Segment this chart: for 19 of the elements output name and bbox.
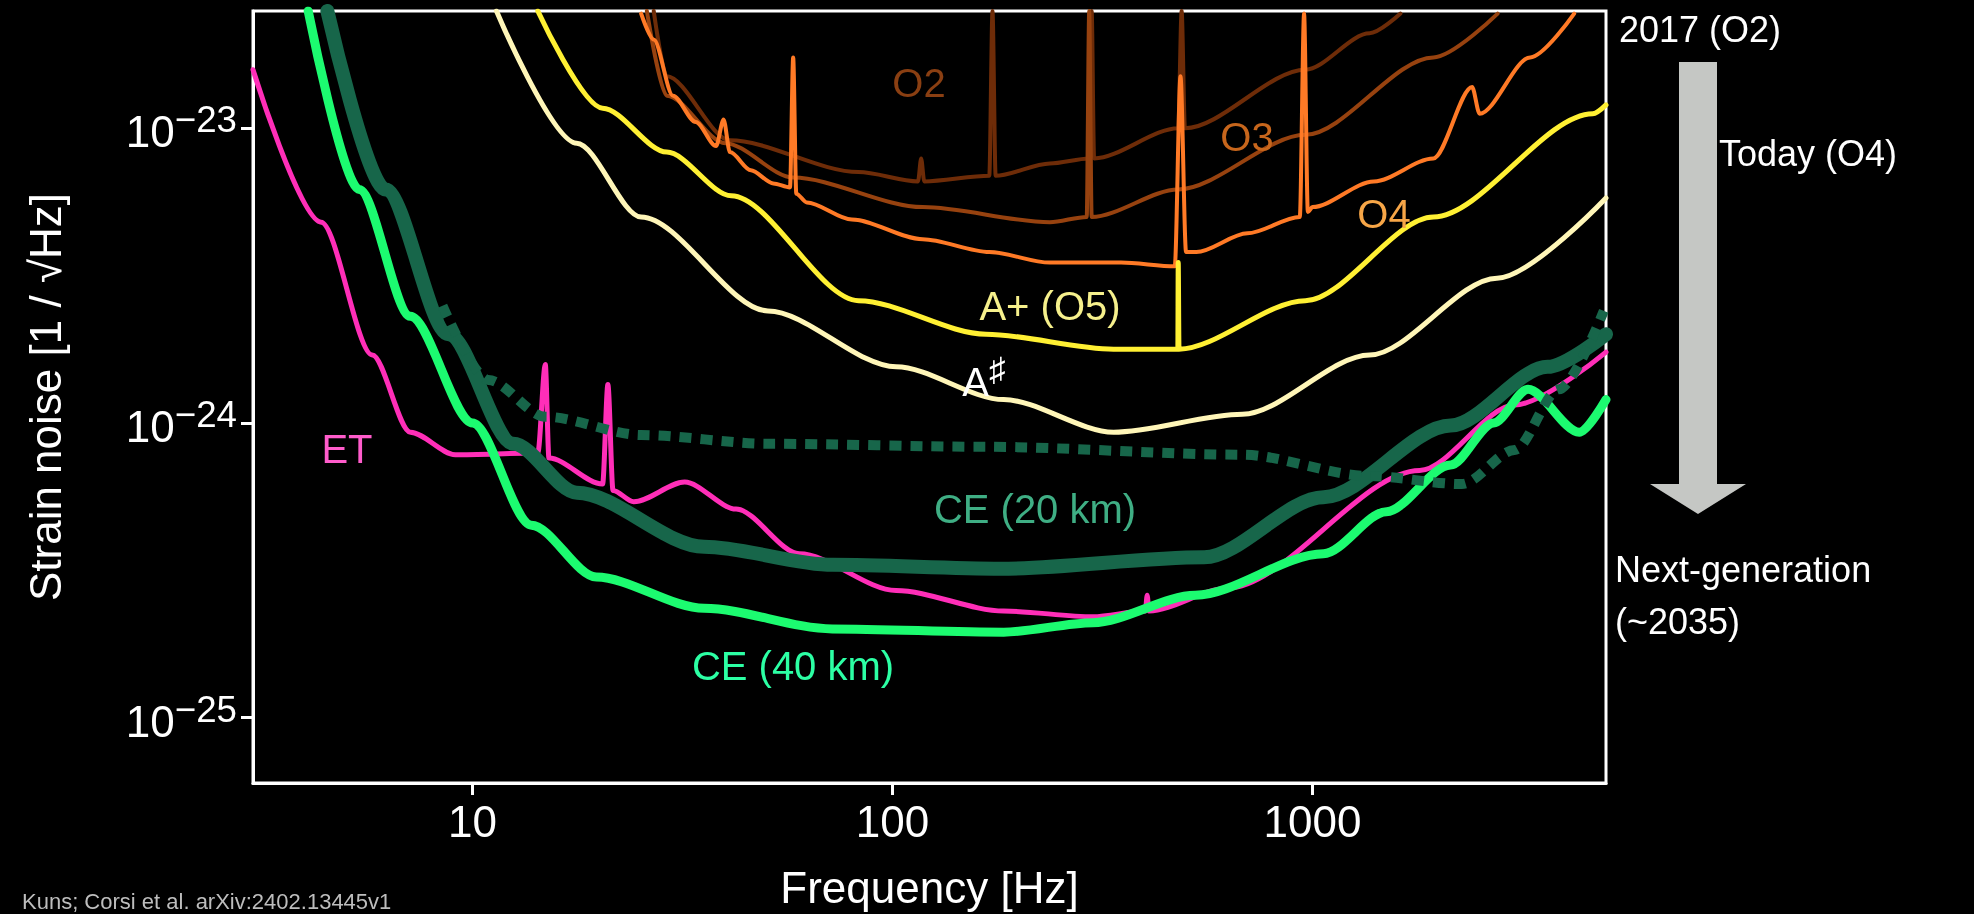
x-tick-label: 1000 — [1263, 796, 1362, 846]
text: 2017 (O2) — [1617, 8, 1783, 52]
annotation: O2 — [892, 61, 946, 105]
annotation: A+ (O5) — [979, 284, 1121, 328]
annotation: CE (20 km) — [933, 487, 1137, 531]
y-axis-title: Strain noise [1 / √Hz] — [20, 192, 70, 602]
annotation: CE (40 km) — [691, 644, 895, 688]
y-tick-label: 10$^{−23}$ — [125, 98, 237, 157]
y-tick-label: 10$^{−24}$ — [125, 393, 237, 452]
text: Next-generation (~2035) — [1615, 548, 1873, 645]
text: Today (O4) — [1719, 132, 1899, 176]
x-tick-label: 100 — [855, 796, 930, 846]
annotation: O4 — [1357, 192, 1411, 236]
annotation: O3 — [1220, 115, 1274, 159]
y-tick-label: 10$^{−25}$ — [125, 688, 237, 746]
text: Kuns; Corsi et al. arXiv:2402.13445v1 — [22, 889, 392, 914]
x-axis-title: Frequency [Hz] — [780, 862, 1079, 912]
annotation: ET — [321, 427, 373, 471]
x-tick-label: 10 — [448, 796, 498, 846]
